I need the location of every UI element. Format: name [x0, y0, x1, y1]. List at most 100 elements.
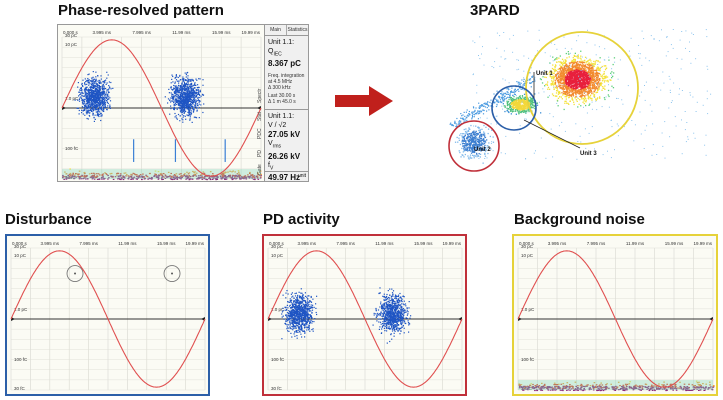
noise-dot [252, 176, 254, 178]
3pard-dot [595, 98, 597, 100]
pd-dot [100, 106, 102, 108]
noise-dot [221, 174, 224, 176]
pd-dot [181, 98, 183, 100]
pd-dot [183, 103, 185, 105]
y-tick-label: 100 fC [65, 146, 79, 151]
3pard-dot [578, 78, 580, 80]
noise-dot [248, 175, 251, 178]
noise-dot [78, 177, 81, 179]
noise-dot [67, 174, 69, 177]
pd-dot [95, 98, 97, 100]
tab-statistics[interactable]: Statistics [287, 27, 308, 33]
vertical-tab-pdc[interactable]: PDC [257, 128, 263, 139]
vertical-tab-stat[interactable]: Stat [257, 111, 263, 121]
x-tick-label: 19.99 ms [241, 30, 260, 35]
pd-dot [105, 102, 107, 104]
3pard-dot [561, 63, 564, 66]
3pard-dot [517, 99, 519, 101]
3pard-dot [575, 99, 577, 101]
pd-dot [80, 87, 82, 89]
3pard-dot [576, 100, 578, 102]
pd-dot [170, 82, 172, 84]
3pard-dot [583, 95, 585, 97]
3pard-dot [572, 93, 574, 95]
vertical-tab-gate[interactable]: Gate [257, 164, 263, 175]
3pard-dot [581, 92, 583, 94]
3pard-dot [507, 108, 509, 110]
3pard-dot [506, 102, 508, 105]
3pard-dot [463, 121, 465, 123]
pd-dot [109, 87, 111, 89]
3pard-dot [589, 76, 591, 79]
3pard-dot [531, 101, 534, 103]
pd-dot [86, 97, 88, 99]
noise-dot [238, 173, 241, 175]
3pard-dot [581, 69, 583, 71]
3pard-dot [529, 78, 532, 80]
3pard-dot [560, 96, 562, 98]
3pard-dot [569, 91, 571, 93]
noise-dot [97, 173, 100, 175]
3pard-dot [525, 105, 527, 107]
noise-dot [78, 173, 80, 175]
noise-dot [71, 176, 74, 178]
3pard-dot [579, 83, 582, 85]
3pard-dot [530, 99, 532, 101]
pd-dot [92, 90, 95, 92]
pd-dot [182, 121, 184, 123]
3pard-dot [574, 70, 576, 73]
3pard-dot [517, 111, 520, 113]
pd-dot [97, 110, 99, 112]
noise-dot [196, 178, 198, 180]
pd-dot [196, 109, 198, 111]
pd-dot [99, 97, 101, 100]
3pard-dot [515, 113, 517, 115]
pd-dot [190, 93, 192, 95]
noise-dot [176, 175, 178, 177]
noise-dot [133, 173, 136, 175]
pd-dot [191, 95, 193, 97]
pd-dot [98, 91, 100, 93]
pd-dot [85, 108, 87, 110]
vertical-tab-spectr[interactable]: Spectr [257, 88, 263, 103]
pd-dot [106, 95, 108, 97]
pd-dot [180, 109, 182, 112]
pd-dot [102, 100, 104, 102]
3pard-dot [554, 58, 557, 60]
3pard-dot [580, 87, 583, 89]
q-sub: IEC [273, 51, 282, 58]
3pard-dot [602, 87, 604, 89]
3pard-dot [529, 79, 531, 81]
3pard-dot [588, 96, 590, 99]
noise-dot [137, 177, 139, 179]
3pard-dot [484, 103, 487, 105]
pd-dot [191, 94, 193, 96]
pd-dot [189, 93, 191, 95]
pd-dot [181, 90, 183, 92]
3pard-dot [511, 106, 514, 108]
pd-dot [175, 101, 177, 103]
tab-main[interactable]: Main [265, 25, 287, 35]
3pard-dot [559, 55, 561, 57]
pd-dot [191, 86, 193, 88]
3pard-dot [597, 60, 599, 62]
pd-dot [179, 85, 181, 87]
pd-dot [188, 99, 190, 101]
3pard-dot [482, 109, 484, 111]
3pard-dot [588, 76, 590, 78]
3pard-dot [568, 75, 570, 77]
3pard-dot [570, 75, 572, 77]
noise-dot [219, 175, 222, 177]
3pard-dot [468, 136, 470, 138]
3pard-dot [576, 66, 578, 68]
3pard-dot [606, 76, 609, 78]
pd-dot [91, 77, 93, 79]
3pard-dot [560, 82, 562, 84]
3pard-dot [563, 75, 565, 77]
pd-dot [183, 96, 185, 98]
pd-dot [92, 80, 94, 82]
noise-dot [256, 176, 259, 178]
pd-dot [89, 93, 91, 95]
vertical-tab-pd[interactable]: PD [257, 150, 263, 157]
pd-dot [92, 113, 94, 115]
